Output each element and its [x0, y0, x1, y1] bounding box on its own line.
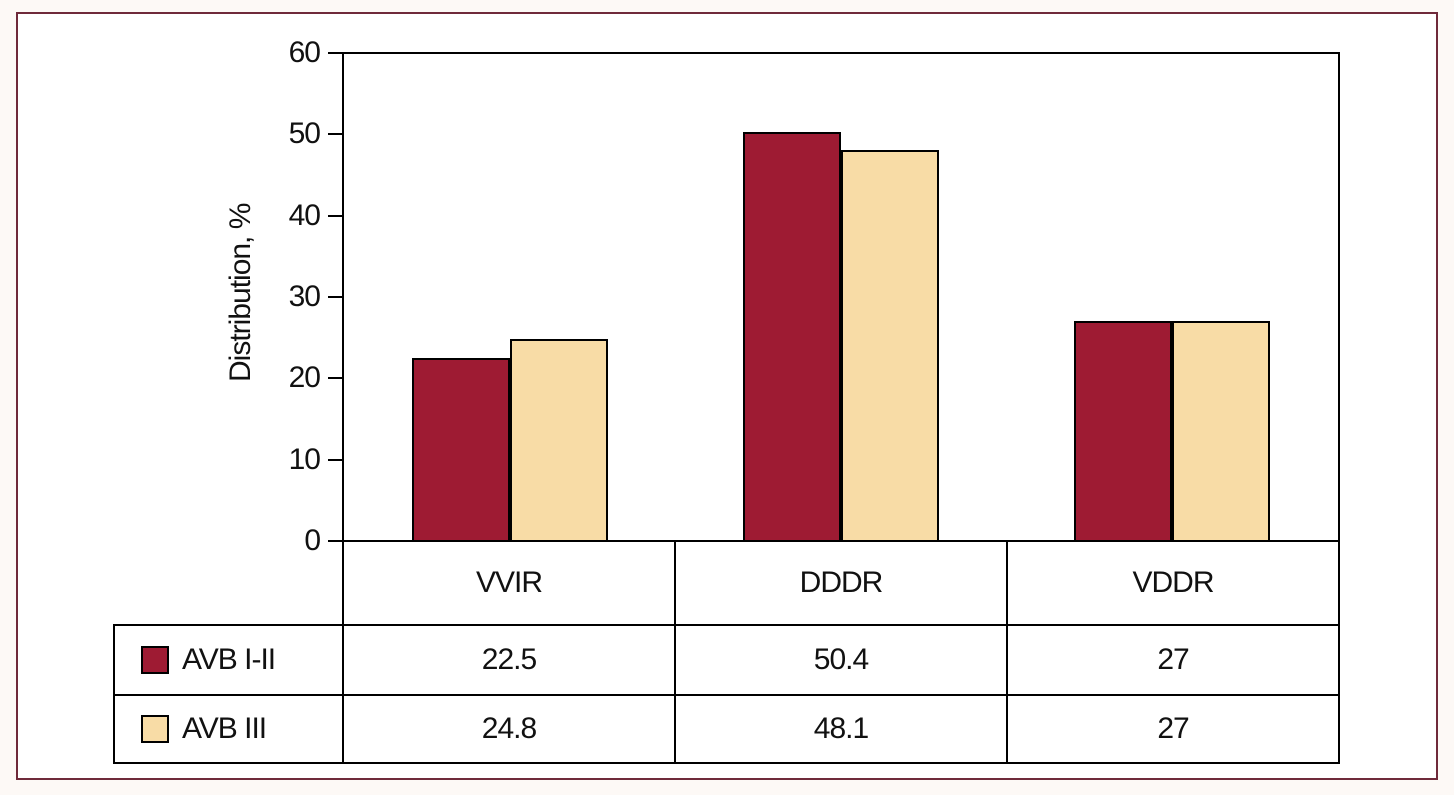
- legend-cell-avb-iii: AVB III: [115, 696, 344, 762]
- y-tick-label-60: 60: [288, 36, 321, 69]
- bar-avb-iii-vddr: [1172, 321, 1271, 540]
- legend-label-avb-i-ii: AVB I-II: [182, 643, 276, 676]
- category-header-row: VVIR DDDR VDDR: [342, 542, 1340, 624]
- bar-avb-i-ii-dddr: [743, 132, 841, 540]
- category-label-vvir: VVIR: [344, 542, 676, 624]
- y-tick-label-20: 20: [288, 361, 321, 395]
- value-avb-i-ii-vvir: 22.5: [344, 626, 676, 694]
- y-tick-mark-60: [328, 52, 342, 54]
- y-tick-mark-50: [328, 133, 342, 136]
- plot-area: [342, 52, 1340, 542]
- category-label-dddr: DDDR: [676, 542, 1008, 624]
- y-tick-mark-40: [328, 214, 342, 217]
- series-row-avb-i-ii: AVB I-II 22.5 50.4 27: [113, 624, 1340, 694]
- y-tick-label-10: 10: [288, 442, 321, 476]
- bar-avb-i-ii-vddr: [1074, 321, 1173, 540]
- value-avb-i-ii-vddr: 27: [1008, 626, 1340, 694]
- value-avb-i-ii-dddr: 50.4: [676, 626, 1008, 694]
- y-tick-label-40: 40: [288, 198, 321, 232]
- legend-label-avb-iii: AVB III: [182, 712, 267, 745]
- y-tick-label-50: 50: [288, 117, 321, 151]
- bar-avb-i-ii-vvir: [411, 358, 510, 540]
- bar-avb-iii-dddr: [841, 150, 939, 540]
- y-tick-mark-10: [328, 458, 342, 461]
- series-row-avb-iii: AVB III 24.8 48.1 27: [113, 694, 1340, 764]
- y-tick-mark-20: [328, 377, 342, 380]
- legend-cell-avb-i-ii: AVB I-II: [115, 626, 344, 694]
- y-tick-label-0: 0: [304, 524, 321, 557]
- category-label-vddr: VDDR: [1008, 542, 1340, 624]
- legend-swatch-avb-i-ii: [141, 646, 169, 674]
- bar-avb-iii-vvir: [509, 339, 608, 540]
- y-tick-mark-30: [328, 296, 342, 298]
- value-avb-iii-dddr: 48.1: [676, 696, 1008, 762]
- legend-swatch-avb-iii: [141, 715, 169, 743]
- y-tick-mark-0: [328, 540, 342, 542]
- value-avb-iii-vvir: 24.8: [344, 696, 676, 762]
- y-tick-label-30: 30: [288, 280, 321, 313]
- value-avb-iii-vddr: 27: [1008, 696, 1340, 762]
